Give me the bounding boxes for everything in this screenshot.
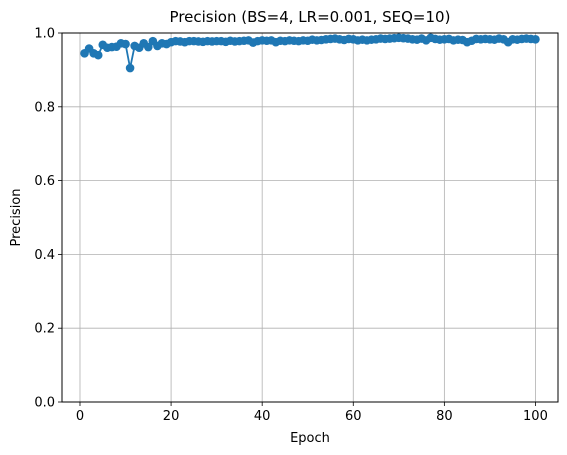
x-tick-label: 20 [163, 409, 180, 424]
data-point [144, 42, 153, 52]
data-point [125, 63, 135, 73]
plot-area-frame [61, 32, 559, 403]
y-tick-label: 0.2 [34, 322, 55, 337]
y-tick-label: 0.6 [34, 174, 55, 189]
y-axis-label: Precision [9, 188, 24, 246]
y-tick-label: 1.0 [34, 27, 55, 42]
data-point [531, 34, 540, 44]
data-point [93, 50, 103, 60]
data-point [121, 39, 130, 49]
x-tick-label: 40 [254, 409, 271, 424]
x-tick-label: 100 [523, 409, 548, 424]
series-line-layer [80, 33, 540, 73]
chart-title: Precision (BS=4, LR=0.001, SEQ=10) [170, 8, 451, 26]
x-tick-label: 80 [436, 409, 453, 424]
y-tick-label: 0.0 [34, 396, 55, 411]
x-axis-label: Epoch [290, 431, 330, 446]
x-tick-label: 0 [76, 409, 84, 424]
x-tick-label: 60 [345, 409, 362, 424]
axis-ticks: 0 20 40 60 80 100 0.0 0.2 0.4 0.6 0.8 1.0 [34, 27, 548, 425]
y-tick-label: 0.8 [34, 100, 55, 115]
y-tick-label: 0.4 [34, 248, 55, 263]
